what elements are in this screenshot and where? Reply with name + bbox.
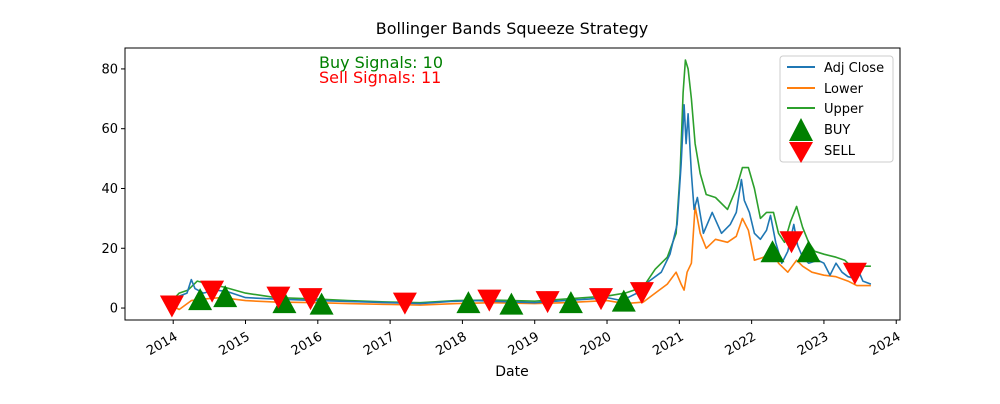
sell-signal-marker: [200, 280, 225, 303]
legend-label-upper: Upper: [824, 102, 864, 117]
sell-signal-marker: [159, 295, 184, 318]
legend-label-buy: BUY: [824, 123, 850, 138]
sell-signal-marker: [629, 282, 654, 305]
y-tick-label: 80: [101, 62, 118, 77]
plot-frame: [124, 47, 901, 321]
sell-signal-marker: [298, 288, 323, 311]
buy-signal-marker: [611, 289, 636, 312]
y-tick-label: 20: [101, 242, 118, 257]
buy-signal-marker: [796, 240, 821, 263]
sell-signal-marker: [477, 289, 502, 312]
sell-signal-marker: [842, 262, 867, 285]
legend: Adj Close Lower Upper BUY SELL: [779, 55, 894, 163]
buy-signal-marker: [309, 292, 334, 315]
buy-signal-marker: [456, 291, 481, 314]
chart-title: Bollinger Bands Squeeze Strategy: [376, 19, 648, 38]
legend-label-lower: Lower: [824, 82, 864, 97]
legend-label-sell: SELL: [824, 144, 856, 159]
buy-signals-annotation: Buy Signals: 10: [319, 53, 443, 72]
series-line-lower: [170, 205, 871, 311]
legend-marker-sell: [789, 142, 813, 163]
buy-signal-marker: [760, 240, 785, 263]
buy-signal-marker: [499, 292, 524, 315]
sell-signal-marker: [779, 231, 804, 254]
y-tick-label: 0: [110, 302, 118, 317]
buy-signal-marker: [558, 291, 583, 314]
y-axis: 0 20 40 60 80: [101, 62, 125, 317]
sell-signal-marker: [589, 288, 613, 311]
y-tick-label: 40: [101, 182, 118, 197]
buy-signal-marker: [213, 285, 238, 308]
series-line-upper: [170, 59, 871, 304]
legend-label-adj-close: Adj Close: [824, 61, 884, 76]
x-axis-label: Date: [495, 364, 528, 380]
sell-signal-marker: [535, 291, 560, 314]
sell-signal-marker: [392, 292, 417, 315]
sell-signals-annotation: Sell Signals: 11: [319, 68, 441, 87]
signal-markers: [159, 231, 867, 318]
legend-marker-buy: [789, 118, 813, 141]
sell-signal-marker: [266, 286, 291, 309]
buy-signal-marker: [188, 288, 213, 311]
y-tick-label: 60: [101, 122, 118, 137]
